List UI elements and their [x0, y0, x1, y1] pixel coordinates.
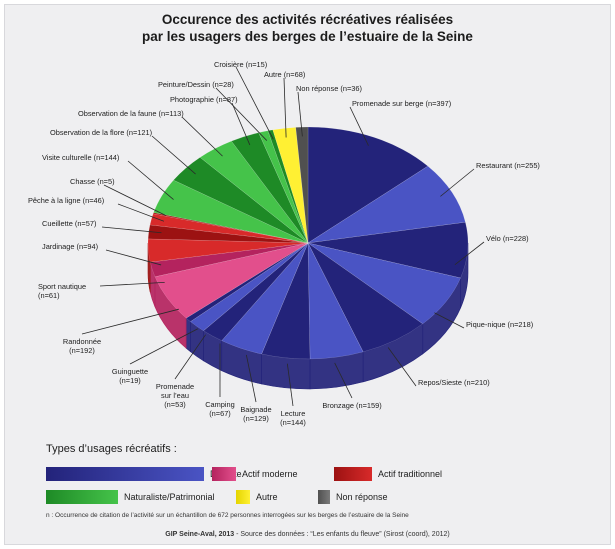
pie-slice-camping [202, 242, 309, 342]
leader-peinture-dessin [215, 87, 268, 141]
leader-lecture [286, 363, 294, 407]
legend-swatch-actif-moderne [212, 467, 236, 481]
leader-guinguette [129, 328, 199, 365]
legend-label-actif-moderne: Actif moderne [242, 469, 298, 479]
label-repos-sieste: Repos/Sieste (n=210) [418, 378, 490, 387]
pie-slice-autre [272, 127, 309, 244]
pie-slice-promenade-sur-berge [307, 126, 429, 244]
leader-observation-de-la-flore [151, 135, 196, 175]
legend-item-actif-traditionnel: Actif traditionnel [334, 467, 442, 481]
pie-slice-promenade-sur-l-eau [190, 242, 309, 332]
legend-title: Types d’usages récréatifs : [46, 443, 177, 455]
legend-label-non-reponse: Non réponse [336, 492, 388, 502]
pie-slice-restaurant [307, 165, 466, 244]
leader-chasse [103, 184, 166, 216]
chart-title-line-1: Occurence des activités récréatives réal… [161, 12, 454, 27]
leader-peche-a-la-ligne [117, 203, 165, 222]
pie-slice-guinguette [185, 242, 309, 322]
label-visite-culturelle: Visite culturelle (n=144) [42, 153, 119, 162]
leader-croisiere [235, 66, 274, 140]
leader-jardinage [105, 249, 162, 266]
leader-photographie [231, 102, 251, 146]
label-observation-de-la-flore: Observation de la flore (n=121) [50, 128, 152, 137]
label-bronzage: Bronzage (n=159) [322, 401, 381, 410]
leader-observation-de-la-faune [181, 116, 223, 157]
legend-swatch-detente [46, 467, 204, 481]
pie-slice-croisiere [267, 129, 309, 244]
leader-visite-culturelle [127, 160, 174, 200]
legend-swatch-non-reponse [318, 490, 330, 504]
label-lecture: Lecture (n=144) [280, 409, 306, 427]
label-cueillette: Cueillette (n=57) [42, 219, 96, 228]
label-peche-a-la-ligne: Pêche à la ligne (n=46) [28, 196, 104, 205]
label-restaurant: Restaurant (n=255) [476, 161, 540, 170]
leader-randonnee [81, 308, 179, 335]
label-chasse: Chasse (n=5) [70, 177, 115, 186]
source-text: - Source des données : “Les enfants du f… [234, 531, 450, 538]
legend-label-actif-traditionnel: Actif traditionnel [378, 469, 443, 479]
label-baignade: Baignade (n=129) [240, 405, 271, 423]
pie-slice-randonnee [154, 242, 309, 319]
label-promenade-sur-l-eau: Promenade sur l’eau (n=53) [156, 382, 194, 409]
label-pique-nique: Pique-nique (n=218) [466, 320, 533, 329]
leader-bronzage [334, 362, 353, 399]
leader-promenade-sur-berge [349, 106, 369, 146]
pie-slice-repos-sieste [307, 242, 424, 353]
footnote: n : Occurrence de citation de l’activité… [46, 512, 409, 519]
pie-slice-lecture [261, 242, 311, 360]
legend-item-autre: Autre [236, 490, 278, 504]
leader-promenade-sur-l-eau [174, 334, 206, 380]
leader-restaurant [440, 168, 475, 197]
leader-sport-nautique [99, 281, 165, 287]
leader-repos-sieste [387, 347, 417, 387]
legend-item-non-reponse: Non réponse [318, 490, 388, 504]
label-jardinage: Jardinage (n=94) [42, 242, 98, 251]
label-autre: Autre (n=68) [264, 70, 305, 79]
pie-slice-visite-culturelle [153, 179, 309, 244]
legend-label-naturaliste: Naturaliste/Patrimonial [124, 492, 215, 502]
legend-item-actif-moderne: Actif moderne [212, 467, 298, 481]
label-promenade-sur-berge: Promenade sur berge (n=397) [352, 99, 451, 108]
label-observation-de-la-faune: Observation de la faune (n=113) [78, 109, 184, 118]
label-peinture-dessin: Peinture/Dessin (n=28) [158, 80, 234, 89]
leader-baignade [245, 354, 257, 403]
label-velo: Vélo (n=228) [486, 234, 529, 243]
legend-swatch-actif-traditionnel [334, 467, 372, 481]
label-camping: Camping (n=67) [205, 400, 235, 418]
legend-label-autre: Autre [256, 492, 278, 502]
label-photographie: Photographie (n=87) [170, 95, 238, 104]
leader-non-reponse [297, 91, 303, 137]
pie-side-lecture [261, 353, 311, 390]
pie-slice-observation-de-la-flore [173, 157, 309, 244]
pie-slice-pique-nique [307, 242, 461, 325]
leader-velo [454, 241, 485, 266]
label-croisiere: Croisière (n=15) [214, 60, 267, 69]
pie-slice-non-reponse [295, 126, 309, 244]
label-non-reponse: Non réponse (n=36) [296, 84, 362, 93]
label-randonnee: Randonnée (n=192) [63, 337, 101, 355]
label-guinguette: Guinguette (n=19) [112, 367, 148, 385]
source-line: GIP Seine-Aval, 2013 - Source des donnée… [0, 531, 615, 538]
source-bold: GIP Seine-Aval, 2013 [165, 531, 235, 538]
chart-title-line-2: par les usagers des berges de l’estuaire… [142, 29, 473, 44]
pie-slice-baignade [221, 242, 309, 355]
leader-cueillette [101, 226, 162, 234]
leader-autre [283, 77, 287, 138]
pie-slice-velo [307, 221, 469, 279]
pie-slice-bronzage [307, 242, 364, 360]
leader-pique-nique [434, 312, 465, 329]
legend-swatch-naturaliste [46, 490, 118, 504]
legend-item-naturaliste: Naturaliste/Patrimonial [46, 490, 215, 504]
pie-slice-peche-a-la-ligne [149, 213, 309, 244]
label-sport-nautique: Sport nautique (n=61) [38, 282, 86, 300]
pie-slice-chasse [152, 212, 309, 244]
legend-swatch-autre [236, 490, 250, 504]
